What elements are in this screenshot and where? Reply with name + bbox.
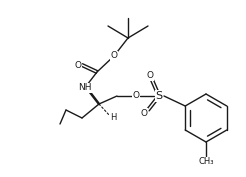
Text: O: O (75, 61, 81, 70)
Text: NH: NH (78, 84, 92, 93)
Text: H: H (110, 113, 116, 121)
Text: CH₃: CH₃ (198, 158, 214, 167)
Text: O: O (110, 52, 118, 61)
Text: O: O (133, 92, 139, 101)
Text: S: S (155, 91, 163, 101)
Text: O: O (140, 109, 148, 118)
Text: O: O (147, 72, 154, 81)
